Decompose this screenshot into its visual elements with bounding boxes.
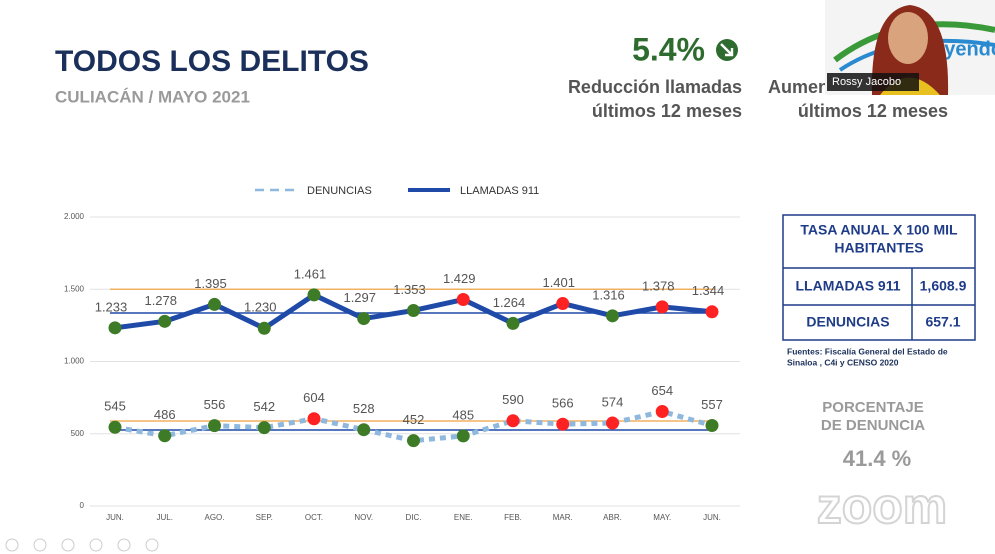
kpi-caption: Aumen — [768, 77, 829, 97]
source-note: Sinaloa , C4i y CENSO 2020 — [787, 357, 899, 367]
y-tick-label: 2.000 — [64, 212, 85, 221]
data-label: 1.401 — [542, 275, 575, 290]
data-label: 566 — [552, 396, 574, 411]
x-tick-label: JUN. — [106, 513, 124, 522]
data-point — [407, 434, 420, 448]
table-cell: DENUNCIAS — [806, 314, 889, 330]
rate-table: TASA ANUAL X 100 MIL HABITANTES LLAMADAS… — [782, 214, 976, 341]
data-label: 542 — [253, 399, 275, 414]
data-point — [158, 429, 172, 443]
y-tick-label: 1.000 — [64, 357, 85, 366]
table-cell: 657.1 — [925, 314, 960, 330]
table-cell: 1,608.9 — [920, 278, 967, 294]
percentage-label: DE DENUNCIA — [821, 417, 925, 434]
y-tick-label: 0 — [80, 501, 85, 510]
data-point — [655, 404, 669, 418]
data-point — [257, 421, 271, 435]
data-point — [307, 288, 321, 302]
data-point — [158, 314, 172, 328]
data-point — [208, 419, 221, 433]
x-tick-label: AGO. — [204, 513, 224, 522]
data-point — [307, 412, 321, 426]
data-label: 556 — [204, 397, 226, 412]
x-tick-label: FEB. — [504, 513, 522, 522]
slide-title: TODOS LOS DELITOS — [55, 45, 369, 78]
data-label: 485 — [452, 407, 474, 422]
x-tick-label: MAY. — [653, 513, 671, 522]
data-point — [705, 305, 719, 319]
data-label: 528 — [353, 401, 375, 416]
data-point — [357, 423, 371, 437]
data-point — [257, 321, 271, 335]
data-label: 1.264 — [493, 295, 526, 310]
data-point — [208, 297, 221, 311]
chart: 0 500 1.000 1.500 2.000 JUN. JUL. AGO. SEP. OCT. N… — [64, 185, 740, 522]
data-point — [705, 419, 719, 433]
webcam-overlay: uyendo Rossy Jacobo — [825, 0, 995, 95]
y-tick-label: 500 — [71, 429, 85, 438]
data-label: 654 — [651, 383, 673, 398]
data-point — [407, 303, 420, 317]
percentage-label: PORCENTAJE — [822, 399, 923, 416]
x-tick-label: NOV. — [354, 513, 373, 522]
data-label: 574 — [602, 394, 624, 409]
data-label: 1.316 — [592, 287, 625, 302]
legend-label: DENUNCIAS — [307, 185, 372, 197]
data-point — [655, 300, 669, 314]
x-tick-label: DIC. — [406, 513, 422, 522]
data-point — [108, 420, 122, 434]
down-arrow-icon — [716, 39, 738, 61]
data-label: 1.344 — [692, 283, 725, 298]
source-note: Fuentes: Fiscalía General del Estado de — [787, 346, 948, 356]
data-point — [506, 316, 520, 330]
data-point — [456, 293, 470, 307]
data-label: 1.278 — [144, 293, 177, 308]
participant-name: Rossy Jacobo — [832, 76, 901, 88]
zoom-watermark: zoom — [817, 478, 948, 534]
data-label: 1.461 — [294, 266, 327, 281]
data-label: 1.233 — [95, 299, 128, 314]
logo-text: uyendo — [932, 38, 995, 60]
table-cell: LLAMADAS 911 — [795, 278, 900, 294]
data-label: 1.378 — [642, 278, 675, 293]
y-tick-label: 1.500 — [64, 284, 85, 293]
data-point — [506, 414, 520, 428]
x-tick-label: ENE. — [454, 513, 473, 522]
kpi-value: 5.4% — [632, 31, 705, 67]
data-point — [456, 429, 470, 443]
kpi-caption: últimos 12 meses — [798, 101, 948, 121]
data-label: 1.353 — [393, 282, 426, 297]
data-label: 590 — [502, 392, 524, 407]
x-tick-label: JUL. — [157, 513, 173, 522]
data-point — [606, 309, 619, 323]
x-tick-label: MAR. — [553, 513, 573, 522]
data-point — [556, 297, 570, 311]
toolbar-icons — [5, 538, 159, 552]
data-point — [108, 321, 122, 335]
kpi-caption: últimos 12 meses — [592, 101, 742, 121]
data-point — [357, 312, 371, 326]
legend-label: LLAMADAS 911 — [460, 185, 539, 197]
table-header: HABITANTES — [834, 240, 923, 256]
data-label: 545 — [104, 399, 126, 414]
percentage-value: 41.4 % — [843, 446, 912, 471]
x-tick-label: ABR. — [603, 513, 622, 522]
data-label: 1.297 — [343, 290, 376, 305]
data-label: 1.230 — [244, 300, 277, 315]
data-label: 1.429 — [443, 271, 476, 286]
data-label: 1.395 — [194, 276, 227, 291]
data-point — [606, 416, 619, 430]
x-tick-label: OCT. — [305, 513, 323, 522]
table-header: TASA ANUAL X 100 MIL — [800, 222, 958, 238]
kpi-caption: Reducción llamadas — [568, 77, 742, 97]
x-tick-label: JUN. — [703, 513, 721, 522]
data-point — [556, 417, 570, 431]
data-label: 486 — [154, 407, 176, 422]
data-label: 604 — [303, 390, 325, 405]
x-tick-label: SEP. — [256, 513, 273, 522]
data-label: 452 — [403, 412, 425, 427]
data-label: 557 — [701, 397, 723, 412]
slide-subtitle: CULIACÁN / MAYO 2021 — [55, 87, 250, 106]
